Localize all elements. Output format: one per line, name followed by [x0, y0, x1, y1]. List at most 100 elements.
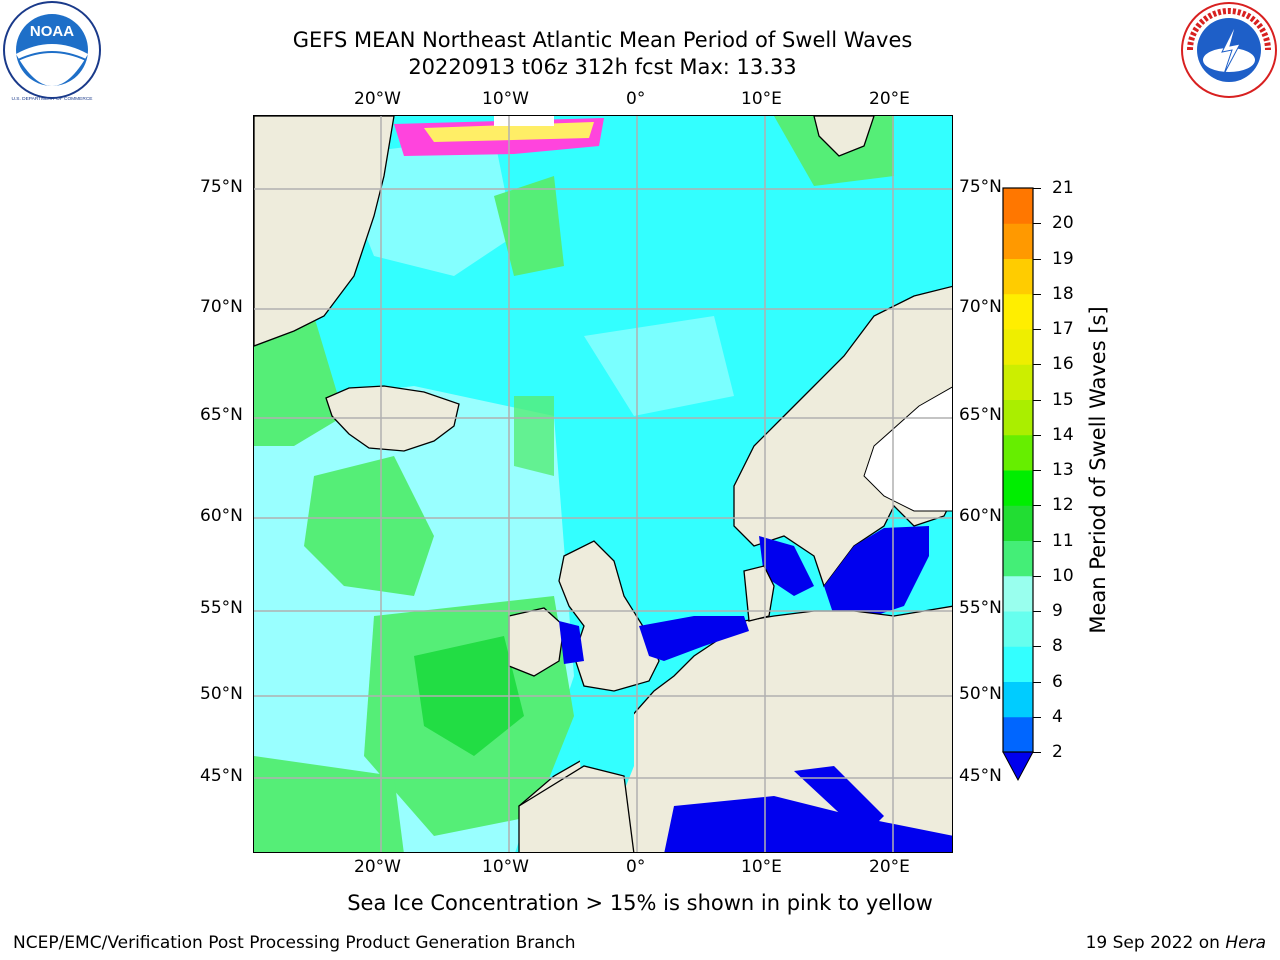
- lat-label-right: 50°N: [959, 684, 1002, 704]
- colorbar-tick: [1033, 505, 1041, 507]
- graticule: [254, 116, 952, 852]
- land-svalbard: [813, 116, 875, 157]
- colorbar-tick: [1033, 470, 1041, 471]
- skagerrak: [759, 536, 814, 596]
- adriatic: [794, 766, 884, 836]
- lat-label-left: 50°N: [200, 684, 243, 704]
- land-iberia: [518, 765, 635, 852]
- mediterranean: [664, 796, 952, 852]
- colorbar-swatch: [1003, 575, 1033, 612]
- lat-label-left: 60°N: [200, 506, 243, 526]
- colorbar-tick: [1033, 258, 1041, 260]
- colorbar-tick-label: 19: [1052, 248, 1074, 269]
- colorbar-tick: [1033, 223, 1041, 225]
- colorbar-under-arrow: [1002, 751, 1034, 782]
- colorbar-tick-label: 12: [1052, 495, 1074, 516]
- lat-label-right: 55°N: [959, 598, 1002, 618]
- lon-label-bottom: 10°W: [482, 857, 529, 877]
- colorbar-tick: [1033, 399, 1041, 401]
- baltic-sea: [824, 526, 929, 616]
- colorbar-swatch: [1003, 258, 1033, 295]
- colorbar-swatch: [1003, 434, 1033, 471]
- footer-date: 19 Sep 2022 on Hera: [1085, 933, 1266, 953]
- lon-label-bottom: 20°E: [869, 857, 910, 877]
- lat-label-left: 65°N: [200, 405, 243, 425]
- lat-label-right: 75°N: [959, 177, 1002, 197]
- colorbar-tick: [1033, 611, 1041, 612]
- sea-ice-caption: Sea Ice Concentration > 15% is shown in …: [347, 891, 933, 915]
- lon-label-bottom: 0°: [626, 857, 646, 877]
- colorbar-tick: [1033, 434, 1041, 436]
- irish-sea: [559, 621, 584, 664]
- footer-credit: NCEP/EMC/Verification Post Processing Pr…: [13, 933, 576, 953]
- colorbar-tick: [1033, 716, 1041, 718]
- lon-label-bottom: 20°W: [354, 857, 401, 877]
- ocean-green-region: [254, 756, 404, 852]
- colorbar-swatches: [1002, 187, 1034, 782]
- colorbar-title: Mean Period of Swell Waves [s]: [1086, 306, 1110, 634]
- colorbar-tick: [1033, 364, 1041, 366]
- colorbar-tick: [1033, 540, 1041, 542]
- colorbar-tick-label: 15: [1052, 389, 1074, 410]
- lat-label-left: 45°N: [200, 766, 243, 786]
- colorbar-tick-label: 18: [1052, 283, 1074, 304]
- lon-label-bottom: 10°E: [741, 857, 782, 877]
- colorbar-swatch: [1003, 716, 1033, 753]
- colorbar-tick-label: 10: [1052, 565, 1074, 586]
- colorbar-swatch: [1003, 188, 1033, 224]
- colorbar-tick-label: 2: [1052, 742, 1063, 762]
- colorbar-tick: [1033, 646, 1041, 648]
- colorbar-tick-label: 6: [1052, 671, 1063, 692]
- land-greenland: [254, 116, 395, 347]
- lon-label-top: 10°E: [741, 89, 782, 109]
- map-canvas: [254, 116, 952, 852]
- lon-label-top: 0°: [626, 89, 646, 109]
- ocean-light-region: [584, 316, 734, 416]
- lat-label-right: 45°N: [959, 766, 1002, 786]
- colorbar-tick: [1033, 293, 1041, 295]
- lat-label-right: 65°N: [959, 405, 1002, 425]
- lon-label-top: 10°W: [482, 89, 529, 109]
- ocean-green-region: [254, 316, 344, 446]
- ocean-green-region: [514, 396, 554, 476]
- noaa-logo-text: NOAA: [30, 23, 74, 40]
- colorbar-tick: [1033, 188, 1041, 189]
- colorbar-swatch: [1003, 611, 1033, 647]
- colorbar-tick-label: 21: [1052, 178, 1074, 198]
- nws-logo: [1178, 0, 1280, 102]
- colorbar-tick-label: 17: [1052, 319, 1074, 339]
- map-panel: [253, 115, 953, 853]
- lat-label-left: 70°N: [200, 297, 243, 317]
- colorbar-swatch: [1003, 540, 1033, 577]
- colorbar-swatch: [1003, 681, 1033, 718]
- noaa-logo: NOAA U.S. DEPARTMENT OF COMMERCE: [0, 0, 104, 104]
- svg-text:U.S. DEPARTMENT OF COMMERCE: U.S. DEPARTMENT OF COMMERCE: [11, 96, 92, 102]
- lat-label-left: 55°N: [200, 598, 243, 618]
- colorbar-tick: [1033, 329, 1041, 330]
- colorbar-swatch: [1003, 223, 1033, 259]
- chart-subtitle: 20220913 t06z 312h fcst Max: 13.33: [408, 55, 797, 79]
- colorbar-tick: [1033, 681, 1041, 683]
- colorbar-swatch: [1003, 329, 1033, 365]
- north-sea-south: [639, 616, 749, 661]
- ocean-green-region: [304, 456, 434, 596]
- colorbar-swatch: [1003, 399, 1033, 436]
- colorbar-tick-label: 9: [1052, 601, 1063, 621]
- colorbar-tick-label: 8: [1052, 636, 1063, 657]
- colorbar-tick: [1033, 575, 1041, 577]
- ocean-green-region: [494, 176, 564, 276]
- colorbar-tick: [1033, 752, 1041, 753]
- lat-label-left: 75°N: [200, 177, 243, 197]
- colorbar-swatch: [1003, 646, 1033, 682]
- colorbar-swatch: [1003, 470, 1033, 506]
- colorbar-tick-label: 13: [1052, 460, 1074, 480]
- chart-title: GEFS MEAN Northeast Atlantic Mean Period…: [292, 28, 913, 52]
- colorbar-tick-label: 16: [1052, 354, 1074, 375]
- colorbar: [1002, 187, 1034, 782]
- lon-label-top: 20°E: [869, 89, 910, 109]
- sea-ice-region: [494, 116, 554, 126]
- land-great-britain: [558, 540, 660, 692]
- colorbar-swatch: [1003, 364, 1033, 400]
- lat-label-right: 60°N: [959, 506, 1002, 526]
- colorbar-tick-label: 11: [1052, 530, 1074, 551]
